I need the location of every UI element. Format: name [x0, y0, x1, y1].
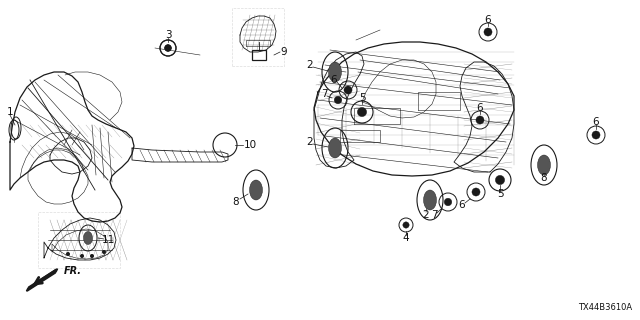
Text: 3: 3	[164, 30, 172, 40]
Circle shape	[444, 198, 452, 206]
Text: 2: 2	[422, 210, 429, 220]
Ellipse shape	[83, 231, 93, 244]
Text: 8: 8	[541, 173, 547, 183]
Ellipse shape	[250, 180, 262, 200]
Bar	[232, 8, 284, 66]
Text: 7: 7	[431, 210, 437, 220]
Text: 6: 6	[593, 117, 599, 127]
Circle shape	[344, 86, 352, 94]
Circle shape	[476, 116, 484, 124]
Text: TX44B3610A: TX44B3610A	[578, 303, 632, 312]
Bar	[38, 212, 120, 268]
Circle shape	[472, 188, 480, 196]
Text: 6: 6	[331, 75, 337, 85]
Text: 6: 6	[477, 103, 483, 113]
Ellipse shape	[328, 62, 342, 82]
Circle shape	[164, 44, 172, 51]
Circle shape	[484, 28, 492, 36]
Circle shape	[164, 44, 172, 51]
Text: 10: 10	[243, 140, 257, 150]
Text: 2: 2	[307, 137, 314, 147]
Ellipse shape	[424, 190, 436, 210]
Text: 5: 5	[497, 189, 503, 199]
Circle shape	[592, 131, 600, 139]
Circle shape	[357, 108, 367, 116]
Text: 4: 4	[403, 233, 410, 243]
Circle shape	[66, 252, 70, 256]
Text: 8: 8	[233, 197, 239, 207]
Text: 6: 6	[459, 200, 465, 210]
Circle shape	[80, 254, 84, 258]
Circle shape	[102, 250, 106, 254]
Bar	[252, 50, 266, 60]
Ellipse shape	[328, 138, 342, 158]
Text: 7: 7	[321, 89, 327, 99]
Circle shape	[495, 175, 504, 185]
Text: 2: 2	[307, 60, 314, 70]
Ellipse shape	[538, 155, 550, 175]
Text: 5: 5	[358, 93, 365, 103]
Text: FR.: FR.	[64, 266, 82, 276]
Circle shape	[403, 222, 409, 228]
Circle shape	[334, 96, 342, 104]
Text: 9: 9	[281, 47, 287, 57]
Text: 11: 11	[101, 235, 115, 245]
Text: 1: 1	[6, 107, 13, 117]
Circle shape	[90, 254, 94, 258]
Text: 6: 6	[484, 15, 492, 25]
